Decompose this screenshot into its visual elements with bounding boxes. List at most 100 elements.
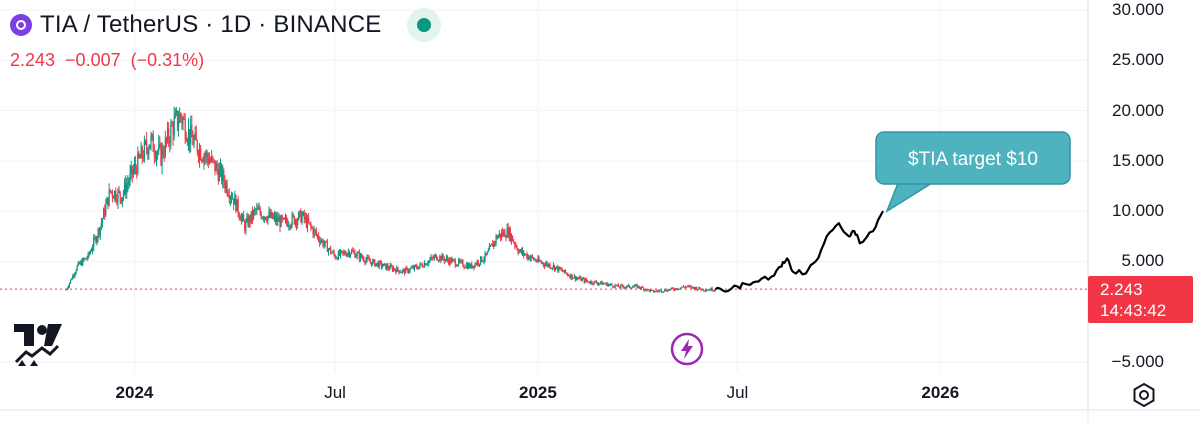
candle [301, 211, 303, 225]
candle [574, 275, 577, 282]
candle [618, 286, 621, 289]
candle [670, 287, 672, 290]
candle [640, 286, 643, 290]
candle [462, 259, 464, 268]
candle [423, 260, 425, 269]
candle [702, 288, 704, 292]
candle [677, 287, 679, 291]
candle [243, 210, 245, 222]
candle [200, 144, 202, 161]
candle [387, 262, 389, 271]
candle [429, 257, 431, 263]
candle [449, 256, 451, 267]
candle [639, 286, 642, 291]
candle [649, 289, 651, 293]
candle [222, 164, 224, 189]
candle [110, 190, 112, 195]
market-open-dot-icon [417, 18, 432, 32]
candle [545, 261, 547, 267]
candle [171, 120, 173, 127]
candle [526, 251, 528, 260]
candle [216, 159, 218, 175]
candle [517, 247, 519, 256]
candle [323, 240, 325, 249]
candle [184, 113, 186, 145]
candle [443, 256, 445, 265]
candle [313, 225, 315, 239]
candle [553, 264, 556, 272]
candle [123, 178, 126, 196]
candle [638, 285, 640, 289]
candle [192, 130, 194, 146]
candle [116, 194, 118, 206]
candle [187, 118, 190, 151]
symbol-header[interactable]: TIA / TetherUS · 1D · BINANCE [10, 8, 442, 42]
candle [600, 281, 602, 285]
candle [513, 238, 515, 244]
candle [534, 257, 536, 261]
candle [278, 213, 280, 223]
candle [666, 290, 668, 292]
candle [225, 179, 227, 194]
candle [343, 249, 345, 256]
candle [359, 252, 362, 262]
candle [691, 286, 693, 289]
candle [525, 253, 527, 256]
candle [635, 284, 637, 287]
candle [648, 289, 650, 292]
candle [481, 256, 483, 263]
candle [500, 229, 503, 241]
candle [112, 195, 115, 199]
candle [261, 216, 263, 220]
flash-icon[interactable] [670, 332, 704, 366]
candle [613, 286, 615, 289]
candle [455, 263, 457, 267]
candle [661, 291, 664, 293]
candle [651, 289, 654, 292]
candle [654, 290, 656, 293]
candle [552, 262, 554, 270]
candle [226, 179, 228, 197]
candle [472, 265, 474, 269]
candle [215, 161, 217, 172]
candle [233, 198, 235, 211]
candle [260, 211, 262, 220]
candle [121, 196, 123, 208]
candle [291, 211, 293, 229]
candle [531, 254, 534, 259]
candle [160, 142, 162, 167]
candle [358, 249, 360, 263]
market-status-indicator[interactable] [407, 8, 442, 42]
candle [151, 133, 153, 141]
candle [164, 130, 166, 159]
candle [532, 256, 535, 261]
candle [96, 235, 98, 246]
symbol-title[interactable]: TIA / TetherUS · 1D · BINANCE [40, 11, 382, 38]
candle [620, 284, 622, 289]
target-callout[interactable]: $TIA target $10 [875, 131, 1071, 213]
candle [235, 194, 237, 214]
candle [571, 274, 573, 281]
candle [610, 283, 612, 286]
candle [408, 268, 410, 274]
tradingview-logo-icon[interactable] [12, 322, 64, 368]
candle [697, 289, 699, 292]
candle [602, 282, 604, 285]
candle [231, 192, 234, 200]
candle [93, 234, 95, 252]
price-tag-value: 2.243 [1100, 279, 1143, 299]
candle [141, 145, 143, 164]
candle [582, 276, 584, 280]
candle [636, 283, 638, 289]
candle [107, 197, 109, 210]
candle [508, 226, 510, 242]
candle [412, 264, 414, 270]
candle [518, 248, 520, 254]
candle [420, 263, 422, 266]
candle [72, 274, 74, 280]
candle [601, 280, 603, 285]
settings-gear-icon[interactable] [1131, 382, 1157, 408]
candle [344, 250, 346, 256]
